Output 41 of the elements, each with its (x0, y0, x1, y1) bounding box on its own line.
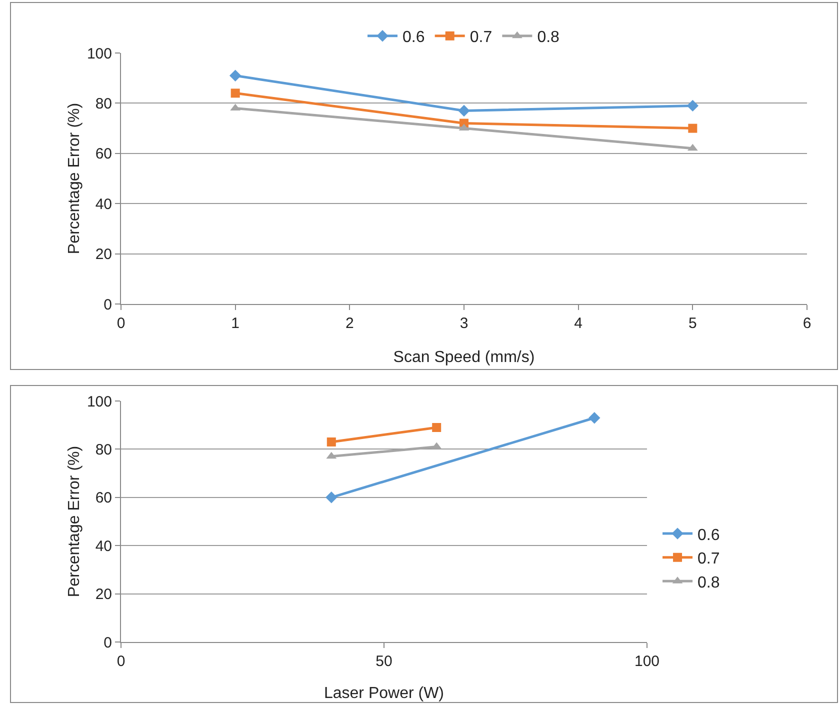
x-tick-label: 6 (802, 315, 812, 332)
y-tick-label: 0 (104, 296, 112, 314)
point (230, 88, 240, 98)
legend-label: 0.8 (537, 29, 560, 46)
point (326, 437, 336, 446)
legend-label: 0.6 (698, 526, 720, 544)
y-tick-label: 100 (86, 393, 112, 410)
x-tick-label: 0 (116, 315, 126, 332)
x-tick-label: 100 (634, 653, 660, 670)
point (458, 104, 470, 117)
legend-label: 0.7 (470, 29, 492, 46)
x-tick-label: 2 (346, 315, 354, 332)
y-tick-label: 80 (95, 95, 112, 112)
x-tick-label: 5 (688, 315, 697, 332)
legend-label: 0.7 (698, 550, 720, 568)
y-tick-label: 20 (95, 246, 112, 264)
x-tick-label: 1 (231, 315, 240, 332)
x-tick-label: 50 (376, 653, 392, 670)
x-tick-label: 0 (116, 653, 126, 670)
point (326, 492, 338, 504)
y-tick-label: 100 (86, 45, 112, 62)
legend-label: 0.8 (698, 574, 720, 592)
point (432, 423, 442, 432)
y-tick-label: 20 (95, 586, 112, 604)
y-axis-title: Percentage Error (%) (66, 446, 83, 598)
legend-label: 0.6 (402, 29, 425, 46)
point (688, 124, 698, 133)
point (588, 412, 600, 424)
point (229, 70, 242, 82)
y-tick-label: 40 (95, 196, 112, 213)
y-tick-label: 60 (95, 146, 112, 163)
x-tick-label: 3 (460, 315, 468, 332)
x-tick-label: 4 (574, 315, 582, 332)
x-axis-title: Laser Power (W) (324, 685, 444, 702)
y-tick-label: 60 (95, 490, 112, 507)
y-tick-label: 40 (95, 538, 112, 555)
y-axis-title: Percentage Error (%) (66, 102, 83, 254)
x-axis-title: Scan Speed (mm/s) (393, 349, 535, 366)
point (686, 100, 699, 112)
y-tick-label: 0 (104, 634, 112, 652)
y-tick-label: 80 (95, 441, 112, 458)
